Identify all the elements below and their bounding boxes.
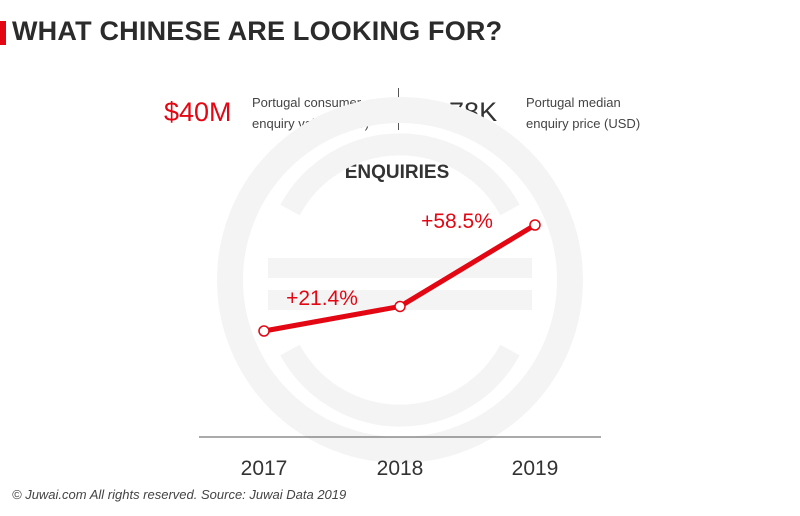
watermark-logo xyxy=(217,97,583,463)
kpi-enquiry-value-label-line1: Portugal consumer xyxy=(252,95,362,110)
data-point-2019 xyxy=(529,219,541,231)
x-tick-label-2018: 2018 xyxy=(377,457,424,480)
x-tick-label-2017: 2017 xyxy=(241,457,288,480)
growth-annotation-2: +58.5% xyxy=(421,210,493,233)
data-point-2017 xyxy=(258,325,270,337)
chart-title: ENQUIRIES xyxy=(344,162,450,183)
page-title: WHAT CHINESE ARE LOOKING FOR? xyxy=(12,16,503,46)
x-tick-label-2019: 2019 xyxy=(512,457,559,480)
growth-annotation-1: +21.4% xyxy=(286,287,358,310)
kpi-median-price-label-line2: enquiry price (USD) xyxy=(526,116,641,131)
kpi-enquiry-value: $40M xyxy=(164,97,232,127)
copyright-footer: © Juwai.com All rights reserved. Source:… xyxy=(12,487,347,502)
kpi-median-price-label-line1: Portugal median xyxy=(526,95,621,110)
title-accent-bar xyxy=(0,21,6,45)
data-point-2018 xyxy=(394,300,406,313)
kpi-median-price-label: Portugal median enquiry price (USD) xyxy=(526,92,640,134)
